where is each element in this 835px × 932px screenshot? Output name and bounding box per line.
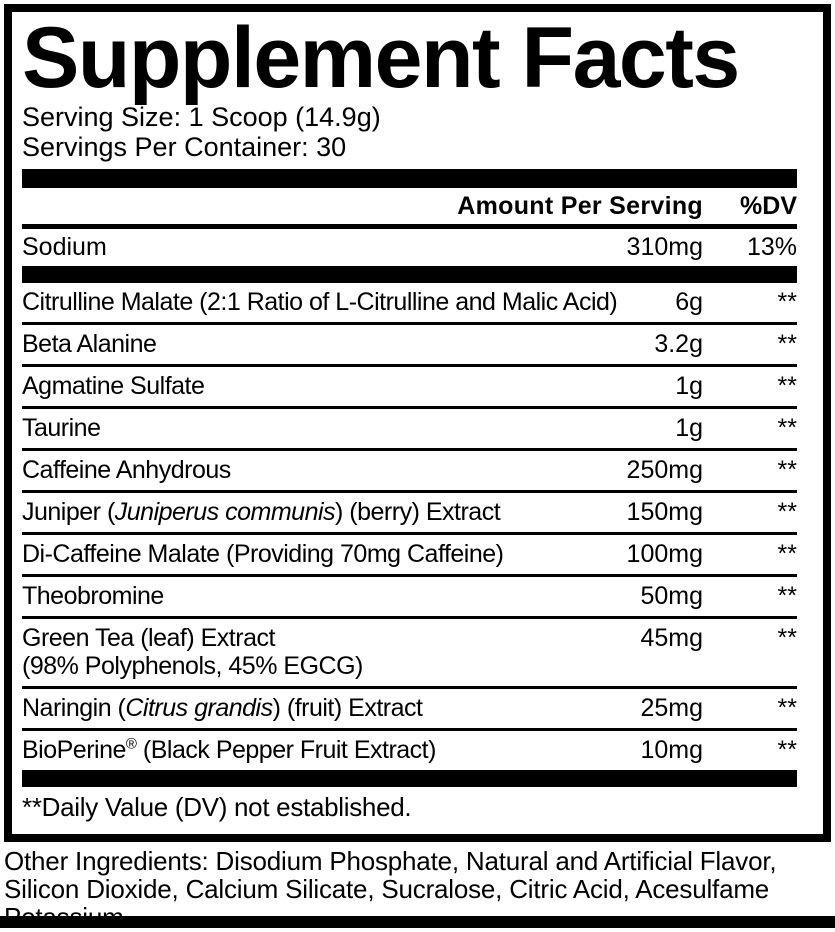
servings-per-container: Servings Per Container: 30 [22, 132, 347, 162]
column-header-row: Amount Per Serving %DV [22, 188, 797, 223]
ingredient-name: Citrulline Malate (2:1 Ratio of L-Citrul… [22, 288, 618, 316]
ingredient-row-citrulline-malate: Citrulline Malate (2:1 Ratio of L-Citrul… [22, 283, 797, 325]
registered-trademark-symbol: ® [125, 735, 137, 753]
ingredient-name: Taurine [22, 414, 101, 442]
ingredient-amount: 250mg [626, 456, 703, 484]
divider-bar-thick [22, 266, 797, 283]
ingredient-row-naringin-extract: Naringin (Citrus grandis) (fruit) Extrac… [22, 689, 797, 731]
daily-value-footnote: **Daily Value (DV) not established. [22, 792, 412, 822]
divider-bar-thick [22, 770, 797, 787]
ingredient-dv: ** [777, 456, 797, 484]
bottom-edge-bar [0, 916, 835, 928]
ingredient-name: Caffeine Anhydrous [22, 456, 231, 484]
ingredient-name: Juniper (Juniperus communis) (berry) Ext… [22, 498, 501, 526]
panel-title: Supplement Facts [22, 10, 740, 106]
ingredient-name: Beta Alanine [22, 330, 157, 358]
amount-per-serving-header: Amount Per Serving [457, 192, 703, 220]
ingredient-amount: 3.2g [654, 330, 703, 358]
ingredient-row-beta-alanine: Beta Alanine 3.2g ** [22, 325, 797, 367]
serving-size: Serving Size: 1 Scoop (14.9g) [22, 102, 381, 132]
ingredient-row-di-caffeine-malate: Di-Caffeine Malate (Providing 70mg Caffe… [22, 535, 797, 577]
ingredient-name: Green Tea (leaf) Extract [22, 624, 275, 652]
nutrient-amount: 310mg [626, 233, 703, 261]
ingredient-amount: 100mg [626, 540, 703, 568]
ingredient-name: Agmatine Sulfate [22, 372, 205, 400]
ingredient-name: Theobromine [22, 582, 164, 610]
ingredient-name: Naringin (Citrus grandis) (fruit) Extrac… [22, 694, 423, 722]
ingredient-dv: ** [777, 288, 797, 316]
ingredient-amount: 50mg [640, 582, 703, 610]
ingredient-row-caffeine-anhydrous: Caffeine Anhydrous 250mg ** [22, 451, 797, 493]
ingredient-dv: ** [777, 736, 797, 764]
botanical-name: Juniperus communis [114, 498, 336, 526]
nutrient-name: Sodium [22, 233, 107, 261]
ingredient-dv: ** [777, 694, 797, 722]
supplement-facts-panel: Supplement Facts Serving Size: 1 Scoop (… [4, 4, 831, 842]
divider-bar-thick [22, 169, 797, 188]
botanical-name: Citrus grandis [125, 694, 273, 722]
ingredient-dv: ** [777, 624, 797, 652]
ingredient-dv: ** [777, 540, 797, 568]
ingredient-name-line2: (98% Polyphenols, 45% EGCG) [22, 652, 363, 680]
ingredient-amount: 150mg [626, 498, 703, 526]
ingredient-row-theobromine: Theobromine 50mg ** [22, 577, 797, 619]
sodium-row: Sodium 310mg 13% [22, 229, 797, 266]
ingredient-dv: ** [777, 372, 797, 400]
ingredient-row-taurine: Taurine 1g ** [22, 409, 797, 451]
serving-info: Serving Size: 1 Scoop (14.9g) Servings P… [22, 102, 797, 162]
ingredient-amount: 6g [675, 288, 703, 316]
nutrient-dv: 13% [746, 233, 797, 261]
divider-rule-medium [22, 224, 797, 229]
other-ingredients: Other Ingredients: Disodium Phosphate, N… [4, 846, 777, 931]
ingredient-amount: 10mg [640, 736, 703, 764]
ingredient-dv: ** [777, 582, 797, 610]
ingredient-amount: 1g [675, 414, 703, 442]
ingredient-dv: ** [777, 330, 797, 358]
ingredient-row-agmatine-sulfate: Agmatine Sulfate 1g ** [22, 367, 797, 409]
ingredient-amount: 25mg [640, 694, 703, 722]
ingredient-row-bioperine: BioPerine® (Black Pepper Fruit Extract) … [22, 731, 797, 770]
ingredient-amount: 1g [675, 372, 703, 400]
ingredient-name: Di-Caffeine Malate (Providing 70mg Caffe… [22, 540, 504, 568]
dv-header: %DV [740, 192, 797, 220]
ingredient-dv: ** [777, 498, 797, 526]
ingredient-row-juniper-extract: Juniper (Juniperus communis) (berry) Ext… [22, 493, 797, 535]
ingredient-name: BioPerine® (Black Pepper Fruit Extract) [22, 735, 436, 764]
ingredient-dv: ** [777, 414, 797, 442]
ingredient-amount: 45mg [640, 624, 703, 652]
ingredient-row-green-tea-extract: Green Tea (leaf) Extract 45mg ** (98% Po… [22, 619, 797, 689]
